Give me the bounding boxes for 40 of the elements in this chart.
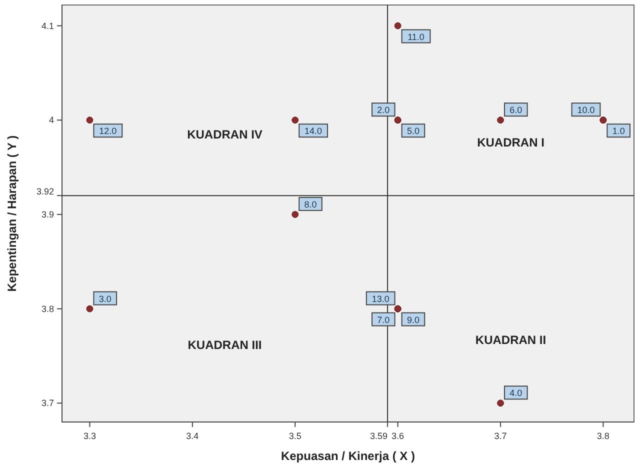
annotation: 6.0 bbox=[510, 105, 522, 116]
y-tick-label: 4 bbox=[48, 115, 54, 126]
annotation: 5.0 bbox=[406, 126, 420, 136]
ref-line-label: 3.59 bbox=[370, 431, 388, 441]
x-tick-label: 3.4 bbox=[186, 431, 199, 441]
y-axis-title: Kepentingan / Harapan ( Y ) bbox=[5, 135, 19, 292]
ref-line-label: 3.92 bbox=[36, 186, 54, 197]
point bbox=[292, 116, 299, 124]
annotation: 14.0 bbox=[304, 126, 322, 136]
point bbox=[497, 400, 504, 407]
annotation: 3.0 bbox=[98, 294, 112, 304]
annotation: 1.0 bbox=[612, 126, 625, 136]
point bbox=[86, 305, 94, 312]
point bbox=[497, 116, 504, 124]
annotation: 2.0 bbox=[377, 105, 390, 116]
x-tick-label: 3.3 bbox=[83, 431, 96, 441]
x-tick-label: 3.5 bbox=[288, 431, 302, 441]
annotation: 4.0 bbox=[510, 388, 522, 398]
point bbox=[292, 211, 299, 218]
x-axis-title: Kepuasan / Kinerja ( X ) bbox=[280, 449, 416, 463]
point bbox=[86, 116, 94, 124]
x-tick-label: 3.8 bbox=[596, 431, 610, 441]
annotation: 8.0 bbox=[304, 199, 317, 210]
y-tick-label: 3.7 bbox=[41, 398, 54, 408]
annotation: 12.0 bbox=[99, 126, 117, 136]
y-tick-label: 4.1 bbox=[41, 20, 54, 31]
y-tick-label: 3.9 bbox=[41, 209, 54, 220]
y-tick-label: 3.8 bbox=[41, 304, 54, 314]
annotation: 11.0 bbox=[408, 32, 424, 42]
annotation: 10.0 bbox=[577, 105, 595, 116]
annotation: KUADRAN III bbox=[188, 338, 262, 352]
annotation: KUADRAN IV bbox=[187, 127, 262, 142]
annotation: KUADRAN I bbox=[477, 135, 544, 150]
annotation: 13.0 bbox=[372, 294, 390, 304]
point bbox=[394, 22, 402, 30]
annotation: 7.0 bbox=[377, 314, 390, 325]
x-tick-label: 3.6 bbox=[392, 431, 404, 441]
annotation: KUADRAN II bbox=[475, 332, 546, 347]
annotation: 9.0 bbox=[406, 314, 420, 325]
x-tick-label: 3.7 bbox=[494, 431, 507, 441]
